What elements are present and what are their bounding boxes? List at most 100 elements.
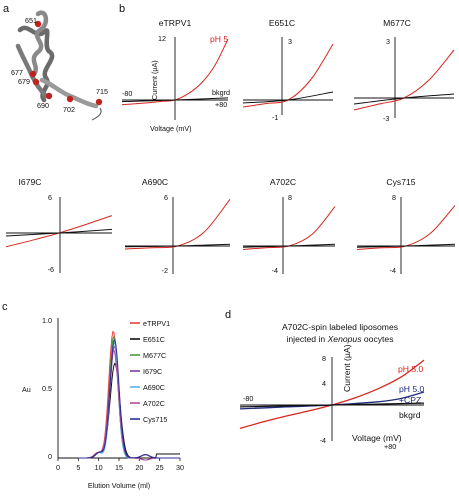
legend-ph5: pH 5.0: [398, 364, 424, 374]
x-tick-label: 25: [156, 463, 164, 472]
x-tick-left: -80: [122, 89, 132, 98]
y-tick-bottom: -1: [272, 113, 278, 122]
panel-label-b: b: [119, 3, 125, 15]
x-tick-left: -80: [243, 394, 253, 403]
plot-title: eTRPV1: [159, 18, 192, 28]
plot-title: I679C: [19, 177, 42, 187]
plot-title: Cys715: [386, 177, 415, 187]
legend-label-a702c: A702C: [143, 399, 165, 408]
x-axis-label: Elution Volume (ml): [88, 481, 150, 490]
x-tick-label: 5: [76, 463, 80, 472]
iv-plot-m677c: M677C 3 -3: [353, 18, 455, 123]
x-tick-label: 10: [95, 463, 103, 472]
trace-bkgrd: [239, 402, 425, 408]
iv-plot-a702c: A702C 8 -4: [242, 177, 336, 275]
panel-label-c: c: [2, 301, 8, 313]
legend-bkgrd: bkgrd: [212, 88, 230, 97]
x-ticks: 0 5 10 15 20 25 30: [56, 458, 184, 472]
y-axis-label: Au: [22, 385, 31, 394]
trace-bkgrd: [353, 93, 455, 105]
y-axis-label: Current (µA): [342, 344, 352, 392]
site-715-marker: [95, 98, 103, 106]
elution-traces: [78, 330, 180, 461]
y-tick-top: 6: [48, 193, 52, 202]
y-tick-top: 8: [288, 193, 292, 202]
plot-title: A702C-spin labeled liposomes: [282, 322, 398, 332]
legend-label-cys715: Cys715: [143, 415, 167, 424]
site-702-marker: [66, 95, 74, 103]
iv-plot-cys715: Cys715 8 -4: [356, 177, 456, 275]
legend-ph5: pH 5: [210, 34, 228, 44]
y-tick-top: 3: [288, 37, 292, 46]
trace-bkgrd: [121, 97, 229, 103]
helix-ribbon-2: [31, 10, 49, 77]
y-tick-bottom: -6: [48, 265, 54, 274]
structure-label-651: 651: [25, 16, 37, 25]
plot-title: E651C: [269, 18, 295, 28]
mutation-sites: [29, 20, 103, 106]
plot-subtitle: injected in Xenopus oocytes: [286, 334, 393, 344]
y-tick-top: 8: [322, 354, 326, 363]
trace-bkgrd: [242, 243, 336, 248]
y-tick-mid: 4: [322, 379, 326, 388]
plot-title: A690C: [142, 177, 168, 187]
panel-label-a: a: [3, 3, 10, 15]
structure-label-677: 677: [11, 68, 23, 77]
legend-ph5-cpz-line1: pH 5.0: [399, 384, 425, 394]
trace-ph5: [353, 49, 455, 111]
trace-ph5: [242, 206, 336, 250]
site-677-marker: [29, 70, 37, 78]
y-tick-bottom: -3: [383, 114, 389, 123]
x-tick-label: 30: [176, 463, 184, 472]
elution-trace-cys715: [78, 338, 180, 459]
trace-bkgrd: [242, 91, 334, 104]
x-tick-right: +80: [215, 100, 227, 109]
y-axis-label: Current (µA): [150, 60, 159, 100]
structure-label-715: 715: [96, 87, 108, 96]
y-tick-top: 3: [386, 37, 390, 46]
trace-ph5: [356, 205, 456, 250]
structure-label-702: 702: [63, 105, 75, 114]
iv-plot-i679c: I679C 6 -6: [5, 177, 113, 274]
legend-label-e651c: E651C: [143, 335, 165, 344]
plot-title: A702C: [270, 177, 296, 187]
y-tick-bottom: -4: [272, 266, 278, 275]
y-tick-bottom: -4: [320, 436, 326, 445]
elution-trace-e651c: [78, 362, 180, 461]
x-tick-right: +80: [384, 442, 396, 451]
c-terminal-tail: [91, 107, 102, 121]
x-tick-label: 0: [56, 463, 60, 472]
legend-label-a690c: A690C: [143, 383, 165, 392]
iv-plot-a690c: A690C 6 -2: [124, 177, 231, 275]
y-tick-bottom: -4: [390, 266, 396, 275]
legend: eTRPV1 E651C M677C I679C A690C A702C Cys…: [130, 319, 170, 424]
plot-title: M677C: [383, 18, 411, 28]
iv-plot-liposomes: A702C-spin labeled liposomes injected in…: [239, 322, 425, 451]
y-tick-1.0: 1.0: [42, 316, 52, 325]
iv-plot-e651c: E651C 3 -1: [242, 18, 334, 122]
trace-bkgrd: [124, 243, 231, 248]
y-tick-0.5: 0.5: [42, 384, 52, 393]
site-679-marker: [32, 78, 40, 86]
y-tick-top: 6: [164, 193, 168, 202]
y-tick-top: 12: [158, 34, 166, 43]
trace-ph5-cpz: [239, 391, 425, 410]
legend-label-i679c: I679C: [143, 367, 162, 376]
legend-label-etrpv1: eTRPV1: [143, 319, 170, 328]
x-axis-label: Voltage (mV): [150, 124, 192, 133]
elution-chart: Au Elution Volume (ml) 1.0 0.5 0 0 5 10 15 2…: [22, 316, 184, 490]
trace-ph5: [124, 198, 231, 250]
structure-cartoon: [15, 10, 99, 109]
trace-ph5: [5, 215, 113, 248]
y-tick-bottom: -2: [162, 266, 168, 275]
legend-bkgrd: bkgrd: [399, 410, 421, 420]
iv-plot-etrpv1: eTRPV1 12 -80 +80 Current (µA) Voltage (…: [121, 18, 230, 133]
trace-bkgrd: [356, 243, 456, 248]
trace-ph5: [242, 43, 334, 108]
x-tick-label: 20: [135, 463, 143, 472]
panel-label-d: d: [225, 309, 231, 321]
x-axis-label: Voltage (mV): [352, 433, 402, 443]
structure-label-690: 690: [37, 101, 49, 110]
y-tick-0: 0: [48, 452, 52, 461]
legend-label-m677c: M677C: [143, 351, 166, 360]
